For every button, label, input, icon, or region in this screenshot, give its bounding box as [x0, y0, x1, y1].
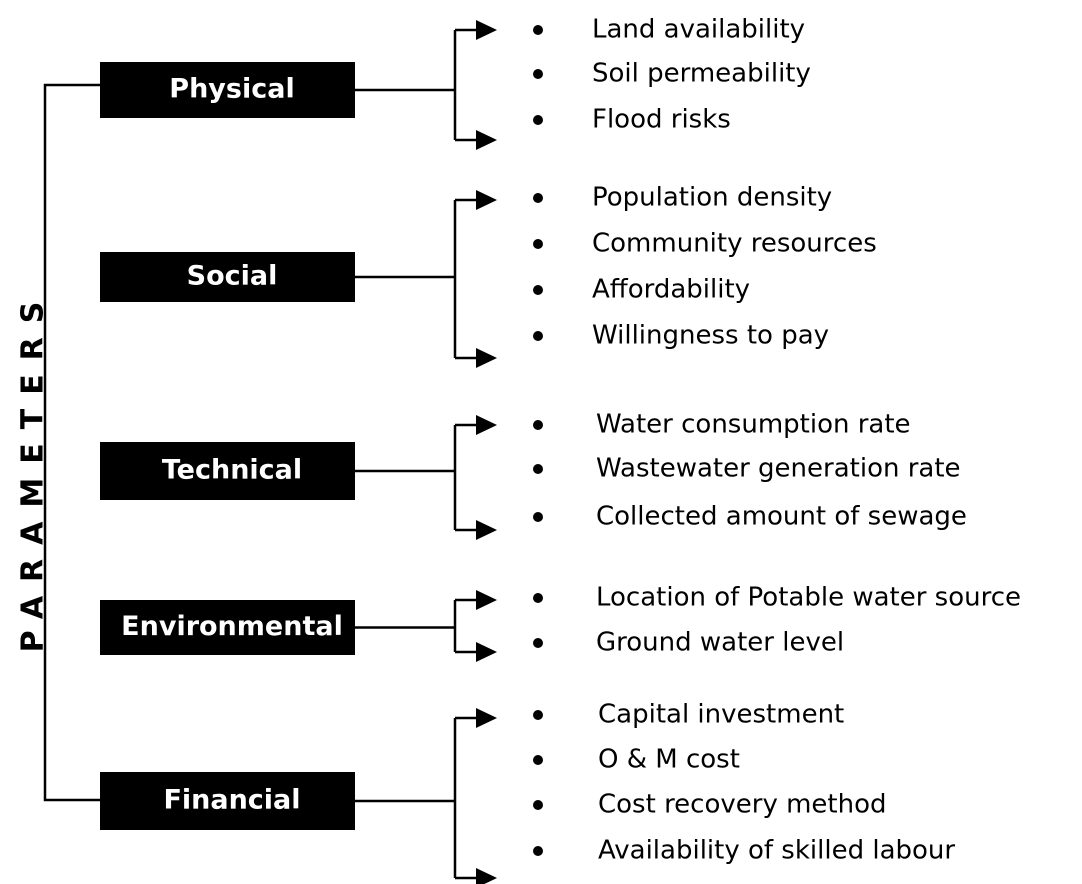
- item: Availability of skilled labour: [598, 836, 955, 866]
- bullet: [533, 593, 543, 603]
- arrow-head: [476, 868, 497, 884]
- category-box: [100, 442, 355, 500]
- category-label: Financial: [163, 785, 300, 816]
- category-box: [100, 600, 355, 655]
- arrow-head: [476, 708, 497, 728]
- bullet: [533, 239, 543, 249]
- bullet: [533, 193, 543, 203]
- item: Capital investment: [598, 700, 844, 730]
- bullet: [533, 800, 543, 810]
- arrow-head: [476, 130, 497, 150]
- arrow-head: [476, 590, 497, 610]
- bullet: [533, 285, 543, 295]
- bullet: [533, 755, 543, 765]
- arrow-head: [476, 415, 497, 435]
- bullet: [533, 710, 543, 720]
- bullet: [533, 25, 543, 35]
- category-box: [100, 772, 355, 830]
- side-label: PARAMETERS: [16, 288, 51, 653]
- category-label: Social: [187, 261, 278, 292]
- item: Ground water level: [596, 628, 844, 658]
- item: Community resources: [592, 229, 877, 259]
- arrow-head: [476, 642, 497, 662]
- bullet: [533, 115, 543, 125]
- item: Flood risks: [592, 105, 731, 135]
- category-label: Physical: [169, 74, 294, 105]
- main-bracket: [43, 83, 100, 802]
- item: Population density: [592, 183, 832, 213]
- item: Affordability: [592, 275, 750, 305]
- arrow-head: [476, 190, 497, 210]
- item: O & M cost: [598, 745, 740, 775]
- category-box: [100, 62, 355, 118]
- item: Water consumption rate: [596, 410, 911, 440]
- item: Land availability: [592, 15, 805, 45]
- bullet: [533, 846, 543, 856]
- category-label: Technical: [162, 455, 302, 486]
- item: Soil permeability: [592, 59, 811, 89]
- item: Cost recovery method: [598, 790, 887, 820]
- category-label: Environmental: [121, 611, 343, 642]
- item: Willingness to pay: [592, 321, 829, 351]
- item: Wastewater generation rate: [596, 454, 961, 484]
- item: Location of Potable water source: [596, 583, 1021, 613]
- arrow-head: [476, 348, 497, 368]
- category-box: [100, 252, 355, 302]
- arrow-head: [476, 520, 497, 540]
- arrow-head: [476, 20, 497, 40]
- bullet: [533, 464, 543, 474]
- bullet: [533, 69, 543, 79]
- bullet: [533, 638, 543, 648]
- bullet: [533, 512, 543, 522]
- item: Collected amount of sewage: [596, 502, 967, 532]
- bullet: [533, 331, 543, 341]
- bullet: [533, 420, 543, 430]
